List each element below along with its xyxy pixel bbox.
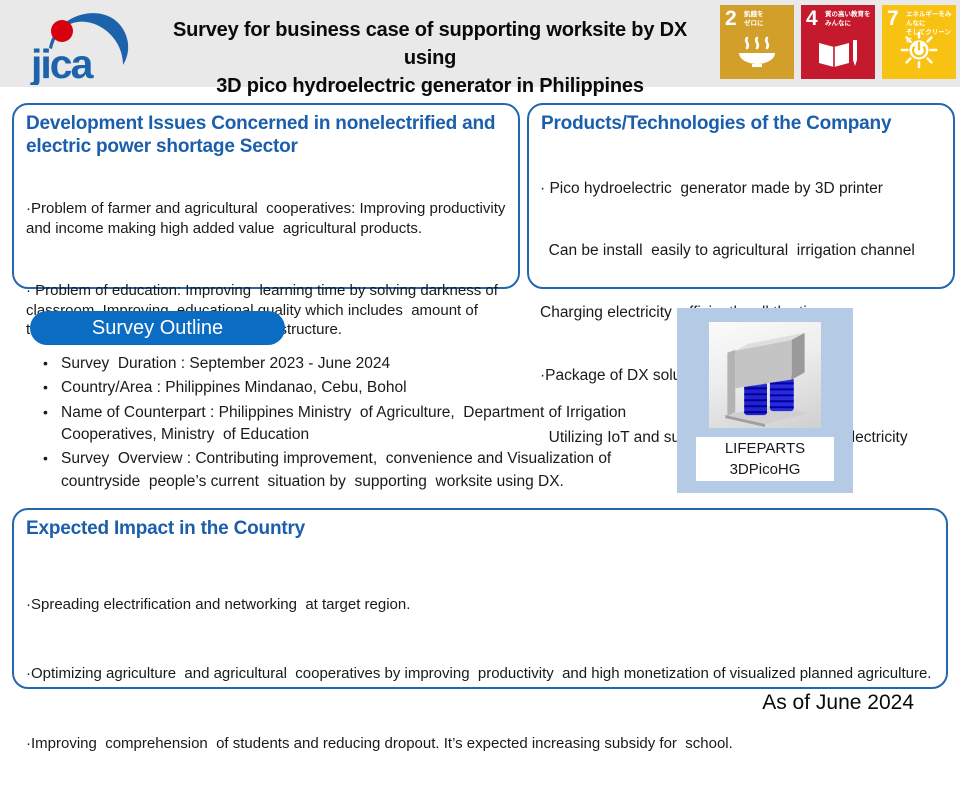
sdg-goal-7-tile: 7 エネルギーをみんなに そしてクリーンに xyxy=(882,5,956,79)
development-bullet-1: ·Problem of farmer and agricultural coop… xyxy=(26,200,514,237)
sdg-4-label: 質の高い教育を みんなに xyxy=(825,11,871,27)
product-line-1: · Pico hydroelectric generator made by 3… xyxy=(540,179,883,197)
impact-bullet-1: ·Spreading electrification and networkin… xyxy=(26,595,411,613)
bowl-steam-icon xyxy=(735,36,779,75)
expected-impact-panel: Expected Impact in the Country ·Spreadin… xyxy=(12,508,948,752)
survey-outline-badge-label: Survey Outline xyxy=(91,316,224,339)
as-of-date: As of June 2024 xyxy=(762,691,914,714)
sdg-2-number: 2 xyxy=(725,7,737,30)
sdg-goal-2-tile: 2 飢餓を ゼロに xyxy=(720,5,794,79)
jica-logo-text: jica xyxy=(30,41,95,85)
products-technologies-title: Products/Technologies of the Company xyxy=(541,113,892,134)
development-issues-panel: Development Issues Concerned in nonelect… xyxy=(12,103,520,338)
page-title: Survey for business case of supporting w… xyxy=(173,19,687,97)
impact-bullet-3: ·Improving comprehension of students and… xyxy=(26,735,733,753)
product-photo-panel: LIFEPARTS 3DPicoHG xyxy=(677,308,853,493)
survey-outline-badge: Survey Outline xyxy=(30,311,285,345)
survey-outline-list: Survey Duration : September 2023 - June … xyxy=(38,353,670,495)
survey-outline-item-duration: Survey Duration : September 2023 - June … xyxy=(38,353,670,375)
sdg-2-label: 飢餓を ゼロに xyxy=(744,11,764,27)
sun-power-icon xyxy=(898,28,940,75)
survey-outline-item-counterpart: Name of Counterpart : Philippines Minist… xyxy=(38,402,670,447)
survey-outline-item-overview: Survey Overview : Contributing improveme… xyxy=(38,448,670,493)
jica-logo: jica xyxy=(16,3,142,87)
sdg-7-number: 7 xyxy=(887,7,899,30)
sdg-icon-strip: 2 飢餓を ゼロに 4 質の高い教育を みんなに xyxy=(720,5,956,79)
jica-red-dot-icon xyxy=(51,20,73,42)
survey-outline-item-country: Country/Area : Philippines Mindanao, Ceb… xyxy=(38,377,670,399)
sdg-goal-4-tile: 4 質の高い教育を みんなに xyxy=(801,5,875,79)
product-line-2: Can be install easily to agricultural ir… xyxy=(540,242,915,259)
sdg-4-number: 4 xyxy=(806,7,818,30)
product-photo xyxy=(709,322,821,428)
products-technologies-panel: Products/Technologies of the Company · P… xyxy=(527,103,955,446)
jica-swoosh-icon xyxy=(49,13,129,65)
impact-bullet-2: ·Optimizing agriculture and agricultural… xyxy=(26,665,932,683)
product-name-label: LIFEPARTS 3DPicoHG xyxy=(696,437,834,481)
header-band: jica Survey for business case of support… xyxy=(0,0,960,97)
book-pencil-icon xyxy=(816,38,860,75)
expected-impact-title: Expected Impact in the Country xyxy=(26,518,306,539)
development-issues-title: Development Issues Concerned in nonelect… xyxy=(26,113,501,158)
jica-logo-graphic: jica xyxy=(30,13,129,87)
pico-generator-image xyxy=(725,332,810,427)
